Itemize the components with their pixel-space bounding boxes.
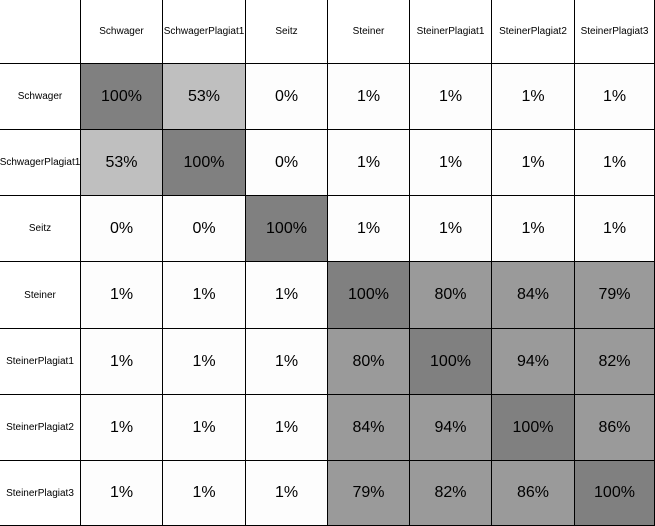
heatmap-cell: 86% xyxy=(575,395,655,461)
heatmap-cell: 1% xyxy=(492,196,575,262)
column-header: Seitz xyxy=(246,0,328,64)
column-header: SteinerPlagiat3 xyxy=(575,0,655,64)
heatmap-cell: 86% xyxy=(492,461,575,526)
heatmap-cell: 1% xyxy=(246,329,328,395)
heatmap-cell: 1% xyxy=(81,329,163,395)
heatmap-cell: 1% xyxy=(410,64,492,130)
heatmap-cell: 1% xyxy=(575,130,655,196)
heatmap-cell: 100% xyxy=(81,64,163,130)
heatmap-cell: 1% xyxy=(246,262,328,329)
heatmap-cell: 100% xyxy=(163,130,246,196)
heatmap-cell: 53% xyxy=(163,64,246,130)
heatmap-cell: 0% xyxy=(246,64,328,130)
heatmap-cell: 1% xyxy=(328,64,410,130)
heatmap-cell: 82% xyxy=(410,461,492,526)
heatmap-cell: 82% xyxy=(575,329,655,395)
heatmap-cell: 1% xyxy=(163,461,246,526)
heatmap-cell: 1% xyxy=(246,461,328,526)
heatmap-cell: 53% xyxy=(81,130,163,196)
heatmap-cell: 100% xyxy=(410,329,492,395)
column-header: SteinerPlagiat2 xyxy=(492,0,575,64)
column-header: Steiner xyxy=(328,0,410,64)
column-header: Schwager xyxy=(81,0,163,64)
row-header: Seitz xyxy=(0,196,81,262)
heatmap-cell: 1% xyxy=(492,130,575,196)
heatmap-cell: 100% xyxy=(328,262,410,329)
row-header: Steiner xyxy=(0,262,81,329)
row-header: Schwager xyxy=(0,64,81,130)
row-header: SteinerPlagiat2 xyxy=(0,395,81,461)
heatmap-cell: 1% xyxy=(246,395,328,461)
heatmap-cell: 80% xyxy=(410,262,492,329)
heatmap-cell: 94% xyxy=(410,395,492,461)
heatmap-cell: 79% xyxy=(328,461,410,526)
heatmap-cell: 84% xyxy=(492,262,575,329)
heatmap-cell: 1% xyxy=(81,262,163,329)
heatmap-cell: 1% xyxy=(163,329,246,395)
heatmap-cell: 80% xyxy=(328,329,410,395)
row-header: SteinerPlagiat3 xyxy=(0,461,81,526)
heatmap-cell: 100% xyxy=(492,395,575,461)
heatmap-cell: 0% xyxy=(163,196,246,262)
heatmap-cell: 1% xyxy=(81,461,163,526)
heatmap-cell: 84% xyxy=(328,395,410,461)
heatmap-cell: 1% xyxy=(410,196,492,262)
heatmap-cell: 1% xyxy=(81,395,163,461)
heatmap-cell: 100% xyxy=(575,461,655,526)
heatmap-cell: 1% xyxy=(575,64,655,130)
heatmap-cell: 1% xyxy=(328,130,410,196)
heatmap-cell: 0% xyxy=(246,130,328,196)
heatmap-cell: 1% xyxy=(575,196,655,262)
heatmap-cell: 1% xyxy=(163,395,246,461)
heatmap-cell: 1% xyxy=(328,196,410,262)
heatmap-cell: 94% xyxy=(492,329,575,395)
row-header: SteinerPlagiat1 xyxy=(0,329,81,395)
heatmap-cell: 1% xyxy=(410,130,492,196)
heatmap-cell: 1% xyxy=(492,64,575,130)
heatmap-cell: 0% xyxy=(81,196,163,262)
heatmap-cell: 100% xyxy=(246,196,328,262)
heatmap-cell: 1% xyxy=(163,262,246,329)
row-header: SchwagerPlagiat1 xyxy=(0,130,81,196)
column-header: SteinerPlagiat1 xyxy=(410,0,492,64)
heatmap-cell: 79% xyxy=(575,262,655,329)
corner-cell xyxy=(0,0,81,64)
column-header: SchwagerPlagiat1 xyxy=(163,0,246,64)
